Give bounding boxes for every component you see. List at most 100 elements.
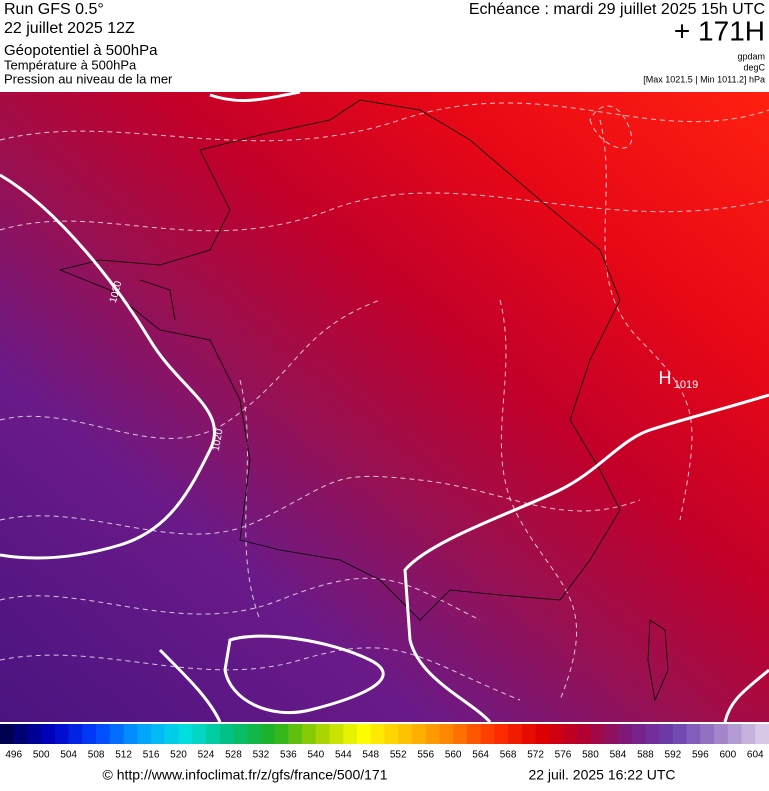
- colorbar-label: 584: [610, 750, 627, 761]
- colorbar-cell: [439, 724, 454, 744]
- colorbar-cell: [0, 724, 15, 744]
- colorbar-cell: [590, 724, 605, 744]
- colorbar-cell: [535, 724, 550, 744]
- colorbar-label: 596: [692, 750, 709, 761]
- colorbar-cell: [13, 724, 28, 744]
- unit: gpdam: [737, 51, 765, 61]
- timestamp: 22 juil. 2025 16:22 UTC: [528, 767, 675, 783]
- colorbar-cell: [274, 724, 289, 744]
- map: 1020 1020 H 1019: [0, 90, 769, 724]
- colorbar-label: 556: [417, 750, 434, 761]
- colorbar-cell: [205, 724, 221, 744]
- colorbar-cell: [398, 724, 413, 744]
- colorbar-label: 564: [472, 750, 489, 761]
- colorbar-cell: [329, 724, 344, 744]
- field3: Pression au niveau de la mer: [4, 71, 173, 86]
- colorbar-cell: [549, 724, 564, 744]
- colorbar-cell: [494, 724, 509, 744]
- colorbar-cell: [151, 724, 166, 744]
- colorbar-cell: [370, 724, 385, 744]
- colorbar-cell: [617, 724, 633, 744]
- colorbar-label: 524: [198, 750, 215, 761]
- colorbar-label: 536: [280, 750, 297, 761]
- colorbar-cell: [288, 724, 303, 744]
- colorbar-cell: [563, 724, 578, 744]
- colorbar-cell: [631, 724, 646, 744]
- colorbar-label: 516: [143, 750, 160, 761]
- colorbar-cell: [68, 724, 83, 744]
- colorbar-cell: [164, 724, 180, 744]
- colorbar-cell: [453, 724, 468, 744]
- colorbar-cell: [659, 724, 674, 744]
- colorbar-cell: [192, 724, 207, 744]
- colorbar-cell: [714, 724, 729, 744]
- colorbar-label: 532: [253, 750, 270, 761]
- colorbar-label: 572: [527, 750, 544, 761]
- colorbar-cell: [82, 724, 97, 744]
- colorbar-label: 540: [307, 750, 324, 761]
- colorbar-label: 568: [500, 750, 517, 761]
- colorbar-cell: [178, 724, 193, 744]
- field2: Température à 500hPa: [4, 57, 137, 72]
- colorbar-cell: [27, 724, 42, 744]
- colorbar-label: 576: [555, 750, 572, 761]
- colorbar-cell: [755, 724, 769, 744]
- unit: degC: [743, 62, 765, 72]
- isobars: [0, 90, 769, 724]
- lead-time: + 171H: [674, 15, 765, 46]
- colorbar-cell: [466, 724, 482, 744]
- colorbar-cell: [672, 724, 688, 744]
- colorbar-label: 588: [637, 750, 654, 761]
- colorbar-cell: [576, 724, 591, 744]
- colorbar-label: 496: [5, 750, 22, 761]
- temperature-isolines: [0, 102, 769, 701]
- colorbar-cell: [727, 724, 743, 744]
- colorbar-label: 504: [60, 750, 77, 761]
- source-url: © http://www.infoclimat.fr/z/gfs/france/…: [103, 767, 388, 783]
- colorbar-label: 560: [445, 750, 462, 761]
- high-value: 1019: [674, 379, 698, 391]
- colorbar-cell: [700, 724, 715, 744]
- coastlines: [58, 99, 669, 702]
- colorbar-cell: [343, 724, 358, 744]
- colorbar-cell: [604, 724, 619, 744]
- colorbar-label: 580: [582, 750, 599, 761]
- colorbar-cell: [384, 724, 399, 744]
- colorbar-label: 528: [225, 750, 242, 761]
- colorbar-cell: [137, 724, 152, 744]
- colorbar-cell: [741, 724, 756, 744]
- colorbar-label: 544: [335, 750, 352, 761]
- colorbar-label: 592: [665, 750, 682, 761]
- echeance: Echéance : mardi 29 juillet 2025 15h UTC: [469, 1, 765, 18]
- colorbar-cell: [411, 724, 427, 744]
- colorbar-cell: [233, 724, 248, 744]
- colorbar-cell: [357, 724, 372, 744]
- colorbar-cell: [54, 724, 70, 744]
- model: Run GFS 0.5°: [4, 1, 104, 18]
- colorbar-cell: [96, 724, 111, 744]
- colorbar-cell: [425, 724, 440, 744]
- unit: [Max 1021.5 | Min 1011.2] hPa: [643, 74, 765, 84]
- colorbar-cell: [508, 724, 523, 744]
- colorbar-cell: [247, 724, 262, 744]
- field: Géopotentiel à 500hPa: [4, 42, 158, 59]
- colorbar-cell: [521, 724, 537, 744]
- colorbar-label: 600: [719, 750, 736, 761]
- colorbar-cell: [645, 724, 660, 744]
- colorbar-cell: [302, 724, 317, 744]
- colorbar-cell: [109, 724, 125, 744]
- colorbar-label: 508: [88, 750, 105, 761]
- colorbar-cell: [123, 724, 138, 744]
- colorbar-label: 552: [390, 750, 407, 761]
- colorbar-cell: [480, 724, 495, 744]
- colorbar-label: 520: [170, 750, 187, 761]
- colorbar-label: 500: [33, 750, 50, 761]
- colorbar-cell: [686, 724, 701, 744]
- colorbar-cell: [315, 724, 331, 744]
- colorbar-cell: [260, 724, 276, 744]
- colorbar-label: 548: [362, 750, 379, 761]
- field-shading: [0, 92, 769, 722]
- colorbar-cell: [219, 724, 234, 744]
- high-marker: H: [659, 368, 672, 388]
- colorbar-label: 604: [747, 750, 764, 761]
